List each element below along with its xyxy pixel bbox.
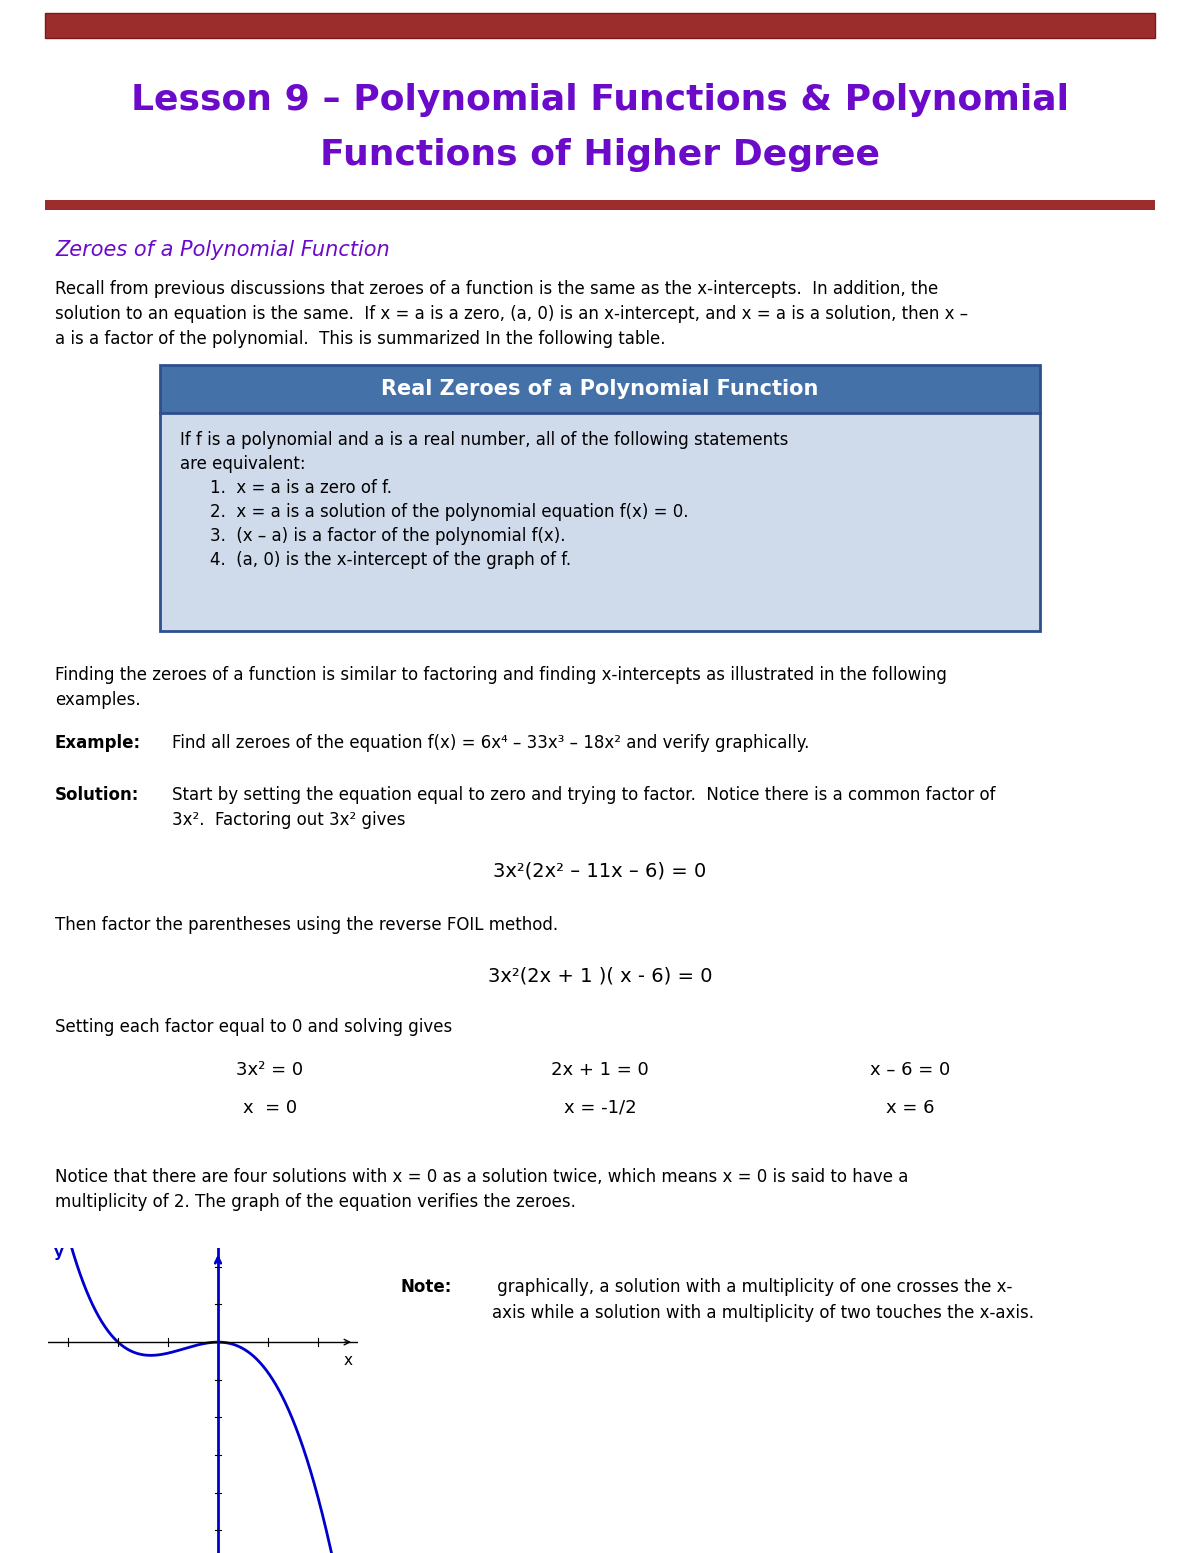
Text: Then factor the parentheses using the reverse FOIL method.: Then factor the parentheses using the re… bbox=[55, 916, 558, 933]
Text: 2x + 1 = 0: 2x + 1 = 0 bbox=[551, 1061, 649, 1079]
Text: If f is a polynomial and a is a real number, all of the following statements: If f is a polynomial and a is a real num… bbox=[180, 432, 788, 449]
Text: Notice that there are four solutions with x = 0 as a solution twice, which means: Notice that there are four solutions wit… bbox=[55, 1168, 908, 1186]
Text: are equivalent:: are equivalent: bbox=[180, 455, 306, 474]
Text: Zeroes of a Polynomial Function: Zeroes of a Polynomial Function bbox=[55, 241, 390, 259]
Text: Recall from previous discussions that zeroes of a function is the same as the x-: Recall from previous discussions that ze… bbox=[55, 280, 938, 298]
Text: 3x²(2x² – 11x – 6) = 0: 3x²(2x² – 11x – 6) = 0 bbox=[493, 862, 707, 881]
FancyBboxPatch shape bbox=[46, 200, 1154, 210]
FancyBboxPatch shape bbox=[46, 12, 1154, 37]
Text: y: y bbox=[54, 1246, 64, 1261]
Text: x = -1/2: x = -1/2 bbox=[564, 1100, 636, 1117]
Text: 4.  (a, 0) is the x-intercept of the graph of f.: 4. (a, 0) is the x-intercept of the grap… bbox=[210, 551, 571, 568]
Text: 1.  x = a is a zero of f.: 1. x = a is a zero of f. bbox=[210, 478, 392, 497]
Text: Note:: Note: bbox=[400, 1278, 451, 1297]
Text: multiplicity of 2. The graph of the equation verifies the zeroes.: multiplicity of 2. The graph of the equa… bbox=[55, 1193, 576, 1211]
Text: Find all zeroes of the equation f(x) = 6x⁴ – 33x³ – 18x² and verify graphically.: Find all zeroes of the equation f(x) = 6… bbox=[172, 735, 809, 752]
Text: Finding the zeroes of a function is similar to factoring and finding x-intercept: Finding the zeroes of a function is simi… bbox=[55, 666, 947, 683]
Text: examples.: examples. bbox=[55, 691, 140, 710]
Text: Lesson 9 – Polynomial Functions & Polynomial: Lesson 9 – Polynomial Functions & Polyno… bbox=[131, 82, 1069, 116]
Text: Start by setting the equation equal to zero and trying to factor.  Notice there : Start by setting the equation equal to z… bbox=[172, 786, 996, 804]
Text: 3x².  Factoring out 3x² gives: 3x². Factoring out 3x² gives bbox=[172, 811, 406, 829]
Text: x: x bbox=[344, 1353, 353, 1368]
Text: solution to an equation is the same.  If x = a is a zero, (a, 0) is an x-interce: solution to an equation is the same. If … bbox=[55, 304, 968, 323]
Text: graphically, a solution with a multiplicity of one crosses the x-: graphically, a solution with a multiplic… bbox=[492, 1278, 1013, 1297]
Text: Example:: Example: bbox=[55, 735, 142, 752]
Text: x = 6: x = 6 bbox=[886, 1100, 935, 1117]
Text: Setting each factor equal to 0 and solving gives: Setting each factor equal to 0 and solvi… bbox=[55, 1019, 452, 1036]
Text: a is a factor of the polynomial.  This is summarized In the following table.: a is a factor of the polynomial. This is… bbox=[55, 329, 666, 348]
Text: 3x² = 0: 3x² = 0 bbox=[236, 1061, 304, 1079]
Text: x  = 0: x = 0 bbox=[242, 1100, 298, 1117]
Text: axis while a solution with a multiplicity of two touches the x-axis.: axis while a solution with a multiplicit… bbox=[492, 1305, 1034, 1322]
FancyBboxPatch shape bbox=[160, 365, 1040, 413]
Text: 3.  (x – a) is a factor of the polynomial f(x).: 3. (x – a) is a factor of the polynomial… bbox=[210, 526, 565, 545]
FancyBboxPatch shape bbox=[160, 413, 1040, 631]
Text: x – 6 = 0: x – 6 = 0 bbox=[870, 1061, 950, 1079]
Text: Real Zeroes of a Polynomial Function: Real Zeroes of a Polynomial Function bbox=[382, 379, 818, 399]
Text: Solution:: Solution: bbox=[55, 786, 139, 804]
Text: 3x²(2x + 1 )( x - 6) = 0: 3x²(2x + 1 )( x - 6) = 0 bbox=[487, 966, 713, 986]
Text: Functions of Higher Degree: Functions of Higher Degree bbox=[320, 138, 880, 172]
Text: 2.  x = a is a solution of the polynomial equation f(x) = 0.: 2. x = a is a solution of the polynomial… bbox=[210, 503, 689, 520]
